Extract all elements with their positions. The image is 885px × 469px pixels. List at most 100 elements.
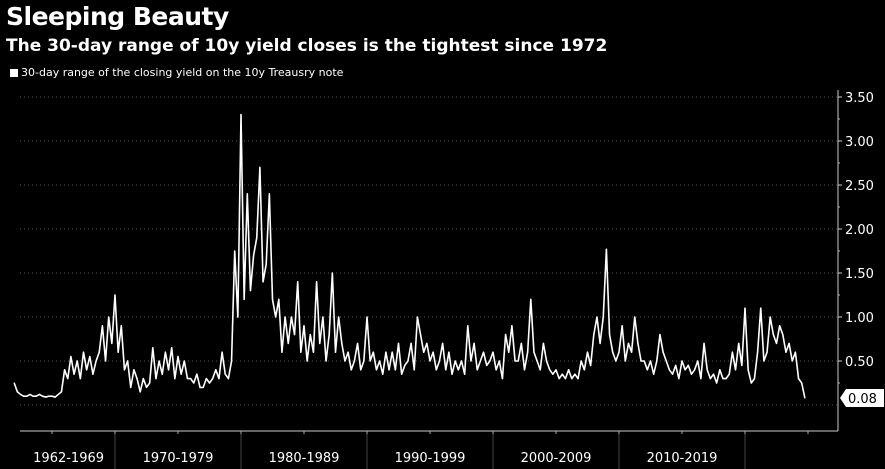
data-point [678, 378, 680, 380]
data-point [41, 395, 44, 397]
data-point [76, 360, 78, 362]
data-point [212, 378, 214, 380]
data-point [602, 316, 604, 318]
data-point [334, 351, 337, 353]
y-tick-label: 1.50 [845, 267, 874, 282]
data-point [467, 325, 469, 327]
x-category-label: 1962-1969 [33, 451, 104, 466]
data-point [590, 364, 592, 366]
data-point [797, 378, 800, 380]
data-point [155, 378, 157, 380]
y-tick-label: 3.50 [845, 91, 874, 106]
data-point [785, 351, 787, 353]
data-point [360, 369, 362, 371]
data-point [728, 373, 730, 375]
data-point [662, 351, 664, 353]
data-point [13, 382, 15, 384]
data-point [293, 334, 296, 336]
data-point [489, 360, 491, 362]
data-point [747, 369, 749, 371]
data-point [473, 342, 475, 344]
data-point [347, 351, 349, 353]
data-point [627, 342, 630, 344]
data-point [763, 360, 765, 362]
data-point [19, 393, 22, 396]
data-point [193, 382, 195, 384]
data-point [196, 373, 198, 375]
data-point [54, 396, 56, 398]
data-point [709, 378, 711, 380]
data-point [224, 373, 226, 375]
data-point [145, 386, 148, 388]
data-point [142, 378, 144, 380]
data-point [186, 378, 189, 380]
data-point [775, 342, 778, 344]
chart-title: Sleeping Beauty [6, 2, 229, 31]
data-point [731, 351, 734, 353]
data-point [38, 393, 41, 396]
x-category-label: 1990-1999 [395, 451, 466, 466]
data-point [60, 391, 63, 393]
data-point [139, 391, 141, 393]
data-point [779, 325, 781, 327]
data-point [675, 364, 677, 366]
data-point [136, 378, 138, 380]
data-point [668, 369, 671, 371]
data-point [656, 360, 658, 362]
data-point [665, 360, 667, 362]
data-point [741, 364, 743, 366]
data-point [631, 351, 633, 353]
data-point [161, 373, 163, 375]
data-point [413, 369, 415, 371]
data-point [791, 360, 793, 362]
data-point [183, 360, 185, 362]
data-point [558, 378, 560, 380]
data-point [498, 360, 500, 362]
data-point [423, 351, 425, 353]
data-point [199, 386, 201, 388]
data-point [426, 342, 428, 344]
series-line [13, 113, 806, 399]
data-point [769, 316, 771, 318]
data-point [319, 342, 321, 344]
data-point [738, 342, 740, 344]
data-point [476, 369, 478, 371]
data-point [95, 360, 97, 362]
data-point [271, 298, 274, 300]
data-point [375, 369, 378, 371]
data-point [356, 342, 359, 344]
data-point [464, 373, 466, 375]
data-point [117, 351, 119, 353]
data-point [26, 395, 28, 397]
data-point [306, 360, 308, 362]
y-tick-label: 2.50 [845, 179, 874, 194]
data-point [687, 364, 689, 366]
data-point [571, 378, 573, 380]
data-point [29, 393, 31, 396]
data-point [177, 356, 179, 358]
data-point [527, 351, 529, 353]
data-point [230, 360, 233, 362]
data-point [615, 360, 617, 362]
data-point [401, 373, 403, 375]
data-point [549, 369, 551, 371]
data-point [190, 378, 192, 380]
data-point [454, 360, 456, 362]
data-point [564, 378, 567, 380]
data-point [253, 254, 255, 256]
data-point [542, 342, 545, 344]
data-point [637, 342, 639, 344]
data-point [416, 316, 418, 318]
data-point [268, 193, 270, 195]
data-point [703, 342, 705, 344]
data-point [586, 351, 589, 353]
y-tick-label: 0.50 [845, 355, 874, 370]
data-point [753, 378, 756, 380]
data-point [640, 360, 642, 362]
data-point [51, 395, 53, 397]
data-point [127, 360, 129, 362]
data-point [612, 351, 614, 353]
data-point [407, 360, 409, 362]
data-point [372, 351, 374, 353]
data-point [659, 334, 661, 336]
